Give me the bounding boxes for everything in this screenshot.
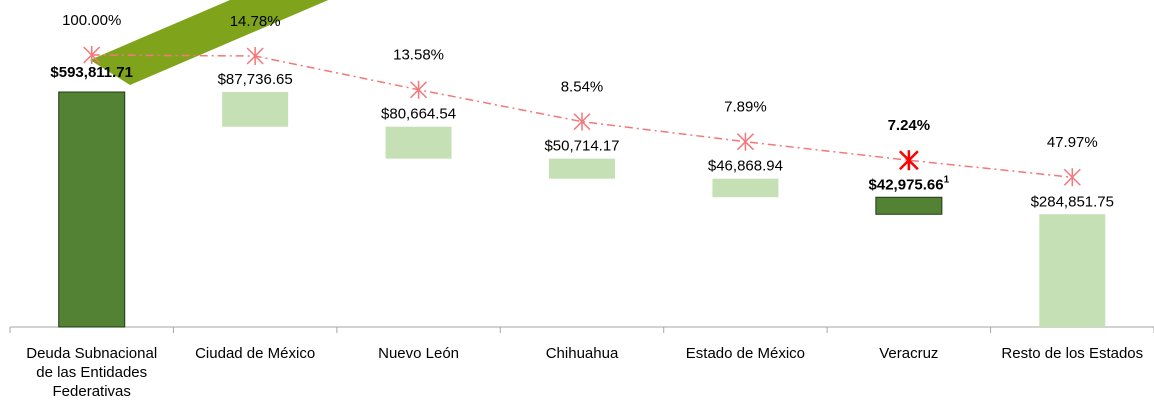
bar [58, 91, 126, 328]
percent-marker [246, 47, 264, 65]
x-tick-label: Resto de los Estados [1001, 345, 1144, 362]
marker-shape [573, 112, 591, 131]
value-label-text: $593,811.71 [50, 64, 133, 81]
bar [712, 178, 779, 198]
percent-label: 47.97% [1047, 134, 1098, 151]
bar [549, 158, 615, 179]
percent-marker [898, 150, 919, 171]
value-label: $87,736.65 [218, 71, 293, 88]
bar [875, 196, 943, 215]
bar [222, 92, 289, 127]
percent-label: 100.00% [62, 12, 121, 29]
marker-shape [83, 46, 101, 64]
value-label: $284,851.75 [1031, 193, 1114, 210]
percent-label: 8.54% [561, 79, 604, 96]
x-tick-label: Deuda Subnacional de las Entidades Feder… [26, 345, 158, 400]
bar [1039, 214, 1106, 327]
footnote: 1 [944, 174, 950, 185]
value-label-text: $80,664.54 [381, 106, 456, 123]
value-label-text: $46,868.94 [708, 158, 783, 175]
marker-shape [898, 150, 919, 171]
marker-shape [1063, 168, 1081, 187]
x-tick-label: Chihuahua [545, 345, 619, 362]
value-label-text: $42,975.66 [869, 176, 944, 193]
percent-marker [736, 132, 754, 151]
percent-label: 7.24% [888, 117, 931, 134]
marker-shape [736, 132, 754, 151]
value-label: $42,975.661 [869, 174, 950, 193]
marker-shape [410, 80, 428, 99]
marker-shape [246, 47, 264, 65]
x-tick-label: Ciudad de México [195, 345, 316, 362]
percent-marker [573, 112, 591, 131]
percent-marker [1063, 168, 1081, 187]
bar [385, 126, 452, 159]
x-tick-label: Nuevo León [378, 345, 460, 362]
value-label-text: $284,851.75 [1031, 193, 1114, 210]
value-label: $50,714.17 [544, 138, 619, 155]
value-label: $46,868.94 [708, 158, 783, 175]
percent-label: 14.78% [230, 13, 281, 30]
percent-marker [410, 80, 428, 99]
percent-marker [83, 46, 101, 64]
x-tick-label: Veracruz [879, 345, 939, 362]
percent-label: 13.58% [393, 47, 444, 64]
value-label-text: $50,714.17 [544, 138, 619, 155]
value-label: $80,664.54 [381, 106, 456, 123]
value-label-text: $87,736.65 [218, 71, 293, 88]
watermark [90, 0, 329, 85]
x-tick-label: Estado de México [685, 345, 806, 362]
percent-label: 7.89% [724, 99, 767, 116]
value-label: $593,811.71 [50, 64, 133, 81]
